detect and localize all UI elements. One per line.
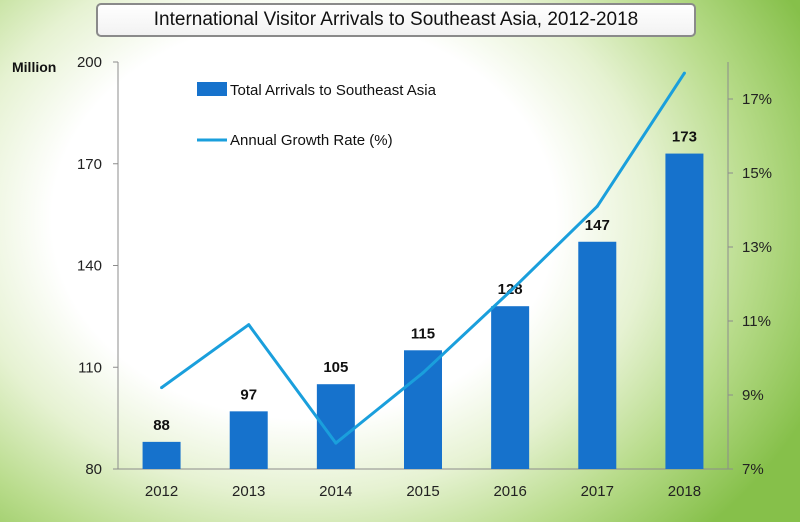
growth-rate-point [595, 204, 599, 208]
y-left-tick-label: 140 [77, 258, 102, 275]
bar [404, 350, 442, 469]
legend-swatch-bar [197, 82, 227, 96]
bar-series [142, 153, 704, 469]
bar-data-label: 115 [411, 325, 435, 342]
growth-rate-point [247, 323, 251, 327]
x-tick-label: 2013 [232, 483, 265, 500]
chart-title: International Visitor Arrivals to Southe… [96, 3, 696, 37]
y-axis-unit: Million [12, 59, 56, 75]
y-right-tick-label: 9% [742, 387, 764, 404]
growth-rate-point [334, 441, 338, 445]
bar [491, 306, 530, 469]
bar-data-label: 88 [153, 417, 170, 434]
x-tick-label: 2018 [668, 483, 701, 500]
y-left-tick-label: 170 [77, 156, 102, 173]
bar-data-label: 173 [672, 129, 697, 146]
y-left-tick-label: 80 [85, 461, 102, 478]
growth-rate-point [682, 71, 686, 75]
x-tick-label: 2017 [581, 483, 614, 500]
y-right-tick-label: 7% [742, 461, 764, 478]
legend: Total Arrivals to Southeast Asia Annual … [197, 82, 437, 149]
x-tick-label: 2014 [319, 483, 352, 500]
x-tick-label: 2012 [145, 483, 178, 500]
y-left-tick-label: 200 [77, 54, 102, 71]
bar-data-label: 97 [240, 386, 257, 403]
growth-rate-point [508, 289, 512, 293]
y-right-tick-label: 13% [742, 239, 772, 256]
growth-rate-point [421, 371, 425, 375]
legend-label-line: Annual Growth Rate (%) [230, 132, 393, 149]
bar [665, 153, 704, 469]
y-right-tick-label: 17% [742, 91, 772, 108]
y-right-tick-label: 15% [742, 165, 772, 182]
growth-rate-point [160, 386, 164, 390]
x-tick-label: 2015 [406, 483, 439, 500]
x-tick-label: 2016 [493, 483, 526, 500]
legend-label-bar: Total Arrivals to Southeast Asia [230, 82, 437, 99]
bar-data-label: 105 [323, 359, 348, 376]
axes: 80 110 140 170 200 7% 9% 11% 13% 15% 17% 2012 2013 20… [77, 54, 772, 500]
bar [229, 411, 268, 469]
bar-data-label: 147 [585, 217, 610, 234]
bar [578, 241, 617, 469]
bar [142, 441, 181, 469]
line-series [160, 71, 686, 445]
y-left-tick-label: 110 [78, 359, 102, 376]
y-right-tick-label: 11% [742, 313, 771, 330]
